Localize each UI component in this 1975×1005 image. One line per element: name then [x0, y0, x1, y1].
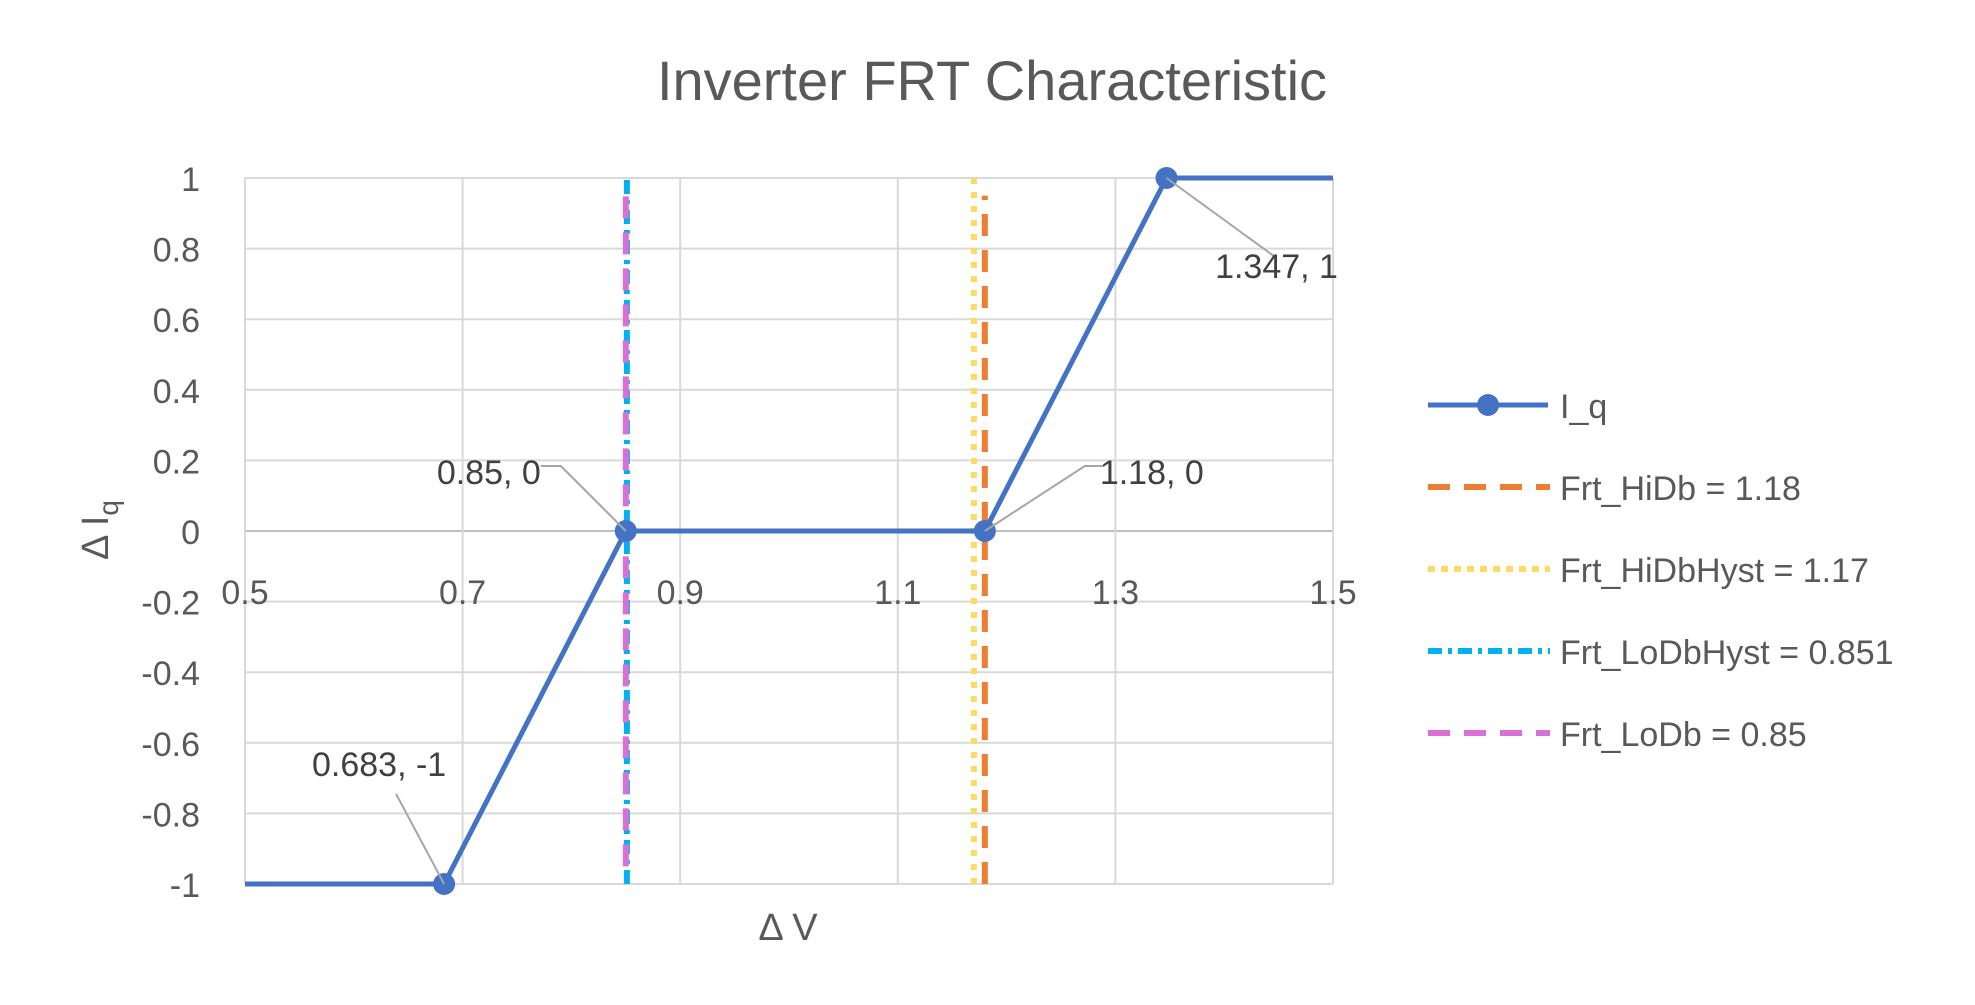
- x-axis-label: Δ V: [758, 907, 818, 949]
- x-tick-label-0: 0.5: [221, 574, 268, 612]
- y-tick-label-10: -1: [170, 867, 200, 905]
- legend-label-0: I_q: [1560, 388, 1607, 426]
- legend-label-3: Frt_LoDbHyst = 0.851: [1560, 634, 1894, 672]
- chart-title: Inverter FRT Characteristic: [657, 49, 1327, 112]
- x-axis-ticks: 0.5 0.7 0.9 1.1 1.3 1.5: [221, 574, 1356, 612]
- data-label-leader-3: [1165, 177, 1278, 259]
- legend-label-4: Frt_LoDb = 0.85: [1560, 716, 1807, 754]
- y-axis-label-subscript: q: [93, 500, 124, 516]
- data-labels: 0.683, -1 0.85, 0 1.18, 0 1.347, 1: [312, 177, 1338, 885]
- y-tick-label-5: 0: [181, 514, 200, 552]
- legend-label-1: Frt_HiDb = 1.18: [1560, 470, 1801, 508]
- y-axis-label: Δ Iq: [75, 500, 124, 560]
- data-label-2: 1.18, 0: [1100, 454, 1204, 492]
- legend-label-2: Frt_HiDbHyst = 1.17: [1560, 552, 1869, 590]
- x-tick-label-1: 0.7: [439, 574, 486, 612]
- data-label-3: 1.347, 1: [1215, 248, 1338, 286]
- x-tick-label-5: 1.5: [1309, 574, 1356, 612]
- legend-entry-4: Frt_LoDb = 0.85: [1428, 716, 1807, 754]
- legend: I_q Frt_HiDb = 1.18 Frt_HiDbHyst = 1.17 Frt…: [1428, 388, 1894, 754]
- y-tick-label-6: -0.2: [141, 585, 200, 623]
- y-tick-label-9: -0.8: [141, 796, 200, 834]
- x-tick-label-3: 1.1: [874, 574, 921, 612]
- legend-entry-2: Frt_HiDbHyst = 1.17: [1428, 552, 1869, 590]
- y-tick-label-7: -0.4: [141, 655, 200, 693]
- y-tick-label-1: 0.8: [153, 232, 200, 270]
- data-label-leader-1: [540, 465, 627, 532]
- x-tick-label-2: 0.9: [657, 574, 704, 612]
- legend-entry-0: I_q: [1428, 388, 1607, 426]
- legend-marker-0: [1477, 394, 1499, 416]
- y-tick-label-0: 1: [181, 161, 200, 199]
- legend-entry-1: Frt_HiDb = 1.18: [1428, 470, 1801, 508]
- x-tick-label-4: 1.3: [1092, 574, 1139, 612]
- y-axis-label-main: Δ I: [75, 516, 117, 560]
- legend-entry-3: Frt_LoDbHyst = 0.851: [1428, 634, 1894, 672]
- data-label-leader-2: [984, 465, 1103, 532]
- series-line-iq: [245, 175, 1333, 887]
- y-tick-label-4: 0.2: [153, 443, 200, 481]
- data-label-1: 0.85, 0: [437, 454, 541, 492]
- data-label-0: 0.683, -1: [312, 746, 446, 784]
- y-axis-ticks: 1 0.8 0.6 0.4 0.2 0 -0.2 -0.4 -0.6 -0.8 -1: [141, 161, 200, 905]
- data-label-leader-0: [395, 793, 445, 885]
- y-tick-label-8: -0.6: [141, 726, 200, 764]
- y-tick-label-3: 0.4: [153, 373, 200, 411]
- y-tick-label-2: 0.6: [153, 302, 200, 340]
